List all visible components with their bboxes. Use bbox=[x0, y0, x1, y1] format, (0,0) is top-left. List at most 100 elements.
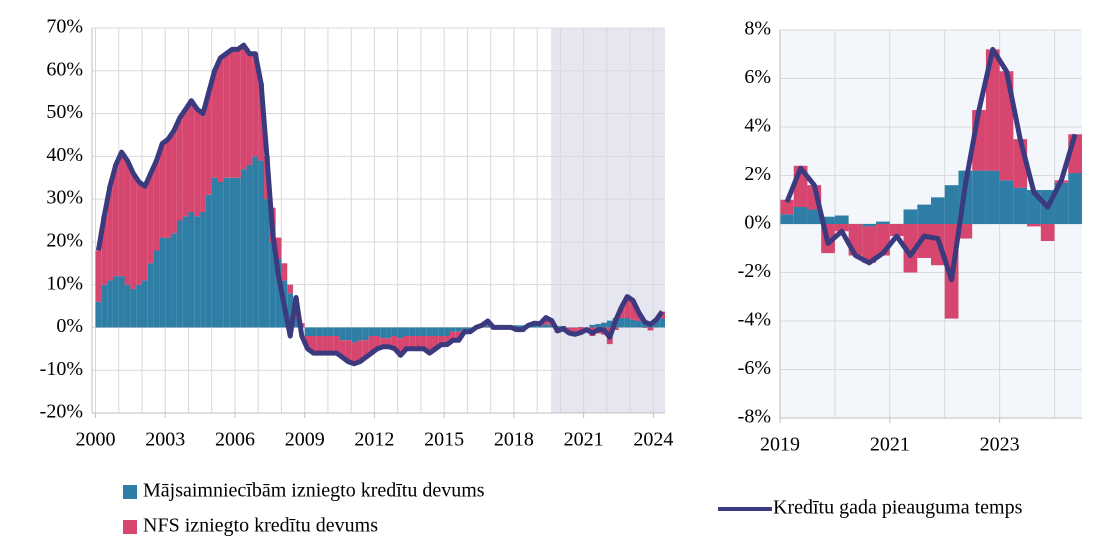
bar bbox=[171, 233, 177, 328]
bar bbox=[834, 215, 849, 224]
bar bbox=[147, 263, 154, 328]
bar bbox=[630, 300, 636, 320]
y-tick-label: -10% bbox=[40, 358, 83, 380]
bar bbox=[95, 250, 102, 302]
bar bbox=[327, 327, 334, 336]
bar bbox=[211, 70, 218, 178]
bar bbox=[397, 338, 404, 356]
x-tick-label: 2018 bbox=[494, 429, 534, 451]
bar bbox=[985, 170, 1000, 224]
y-tick-label: 2% bbox=[744, 163, 771, 185]
bar bbox=[130, 173, 137, 289]
bar bbox=[118, 152, 125, 277]
y-tick-label: 70% bbox=[46, 16, 83, 38]
bar bbox=[449, 331, 456, 341]
legend-swatch bbox=[123, 485, 137, 499]
bar bbox=[380, 327, 387, 339]
x-tick-label: 2006 bbox=[215, 429, 255, 451]
bar bbox=[345, 340, 352, 362]
bar bbox=[589, 324, 596, 328]
bar bbox=[438, 327, 445, 336]
bar bbox=[548, 324, 555, 328]
bar bbox=[821, 216, 835, 224]
y-tick-label: 6% bbox=[744, 66, 771, 88]
bar bbox=[944, 185, 959, 224]
bar bbox=[409, 336, 416, 349]
bar bbox=[310, 336, 317, 354]
bar bbox=[531, 325, 538, 328]
bar bbox=[165, 139, 172, 238]
bar bbox=[275, 259, 282, 328]
y-tick-label: 60% bbox=[46, 58, 83, 80]
bar bbox=[467, 327, 474, 330]
bar bbox=[420, 336, 427, 349]
bar bbox=[264, 199, 270, 328]
bar bbox=[327, 336, 334, 354]
bar bbox=[316, 336, 323, 354]
bar bbox=[807, 209, 822, 224]
y-tick-label: 10% bbox=[46, 272, 83, 294]
y-tick-label: 0% bbox=[56, 315, 83, 337]
bar bbox=[205, 194, 212, 328]
bar bbox=[269, 241, 276, 328]
bar bbox=[304, 327, 311, 336]
bar bbox=[107, 186, 113, 281]
bar bbox=[1027, 224, 1041, 227]
bar bbox=[124, 160, 131, 285]
bar bbox=[618, 318, 625, 328]
bar bbox=[147, 173, 154, 264]
bar bbox=[542, 324, 549, 328]
y-tick-label: -2% bbox=[738, 260, 771, 282]
bar bbox=[903, 209, 918, 224]
line bbox=[95, 42, 665, 367]
bar bbox=[444, 327, 450, 336]
bar bbox=[182, 109, 189, 217]
bar bbox=[333, 336, 340, 354]
bar bbox=[316, 327, 323, 336]
bar bbox=[159, 237, 166, 328]
bar bbox=[455, 327, 462, 332]
bar bbox=[624, 296, 631, 319]
bar bbox=[101, 216, 108, 285]
bar bbox=[275, 237, 282, 259]
bar bbox=[659, 318, 665, 328]
bar bbox=[368, 327, 375, 336]
bar bbox=[647, 327, 654, 331]
bar bbox=[130, 288, 137, 328]
bar bbox=[595, 324, 602, 328]
bar bbox=[356, 327, 363, 341]
bar bbox=[141, 280, 148, 328]
bar bbox=[200, 113, 206, 212]
bar bbox=[624, 318, 631, 328]
bar bbox=[420, 327, 427, 336]
bar bbox=[876, 221, 890, 224]
bar bbox=[793, 207, 808, 224]
bar bbox=[444, 336, 450, 345]
bar bbox=[217, 182, 224, 328]
bar bbox=[889, 224, 904, 237]
x-tick-label: 2021 bbox=[870, 434, 910, 456]
x-tick-label: 2000 bbox=[75, 429, 115, 451]
bar bbox=[345, 327, 352, 341]
bar bbox=[240, 169, 247, 328]
bar bbox=[537, 325, 543, 328]
y-tick-label: 8% bbox=[744, 18, 771, 40]
bar bbox=[205, 92, 212, 195]
bar bbox=[513, 325, 520, 328]
bar bbox=[362, 327, 369, 341]
x-tick-label: 2019 bbox=[760, 434, 800, 456]
bar bbox=[293, 318, 299, 328]
bar bbox=[339, 340, 346, 358]
bar bbox=[240, 45, 247, 170]
bar bbox=[1013, 187, 1028, 224]
bar bbox=[200, 211, 206, 328]
x-tick-label: 2021 bbox=[564, 429, 604, 451]
x-tick-label: 2003 bbox=[145, 429, 185, 451]
y-tick-label: -20% bbox=[40, 401, 83, 423]
bar bbox=[386, 327, 392, 339]
bar bbox=[229, 49, 235, 178]
bar bbox=[426, 327, 433, 336]
bar bbox=[612, 327, 619, 331]
bar bbox=[234, 177, 241, 328]
bar bbox=[780, 199, 794, 215]
